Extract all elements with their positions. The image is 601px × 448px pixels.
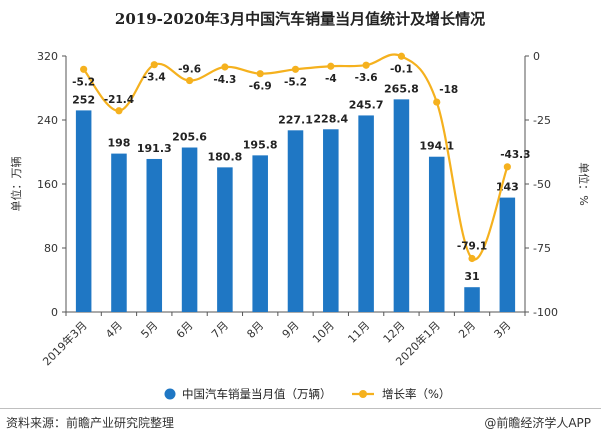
bar xyxy=(217,167,233,312)
bar-value-label: 205.6 xyxy=(172,131,207,144)
legend-bar-swatch xyxy=(164,388,176,400)
brand-mark: @前瞻经济学人APP xyxy=(484,416,591,430)
bar-value-label: 227.1 xyxy=(278,113,313,126)
right-tick-label: 0 xyxy=(533,50,540,63)
bar xyxy=(75,110,92,313)
line-point xyxy=(256,70,264,78)
bar xyxy=(252,155,268,312)
legend-bar-label: 中国汽车销量当月值（万辆） xyxy=(182,387,332,401)
bar xyxy=(181,147,198,312)
bar-value-label: 265.8 xyxy=(384,82,419,95)
bar xyxy=(323,129,339,312)
line-point xyxy=(291,65,300,73)
x-tick-label: 6月 xyxy=(174,319,196,341)
bar-value-label: 143 xyxy=(496,181,519,194)
bar-value-label: 195.8 xyxy=(243,138,278,151)
line-value-label: -6.9 xyxy=(249,81,272,93)
line-point xyxy=(362,61,370,69)
bar xyxy=(428,156,445,312)
bar-value-label: 245.7 xyxy=(349,98,384,111)
bar xyxy=(111,153,127,312)
bar xyxy=(287,130,304,312)
line-value-label: -3.4 xyxy=(143,72,166,84)
x-tick-label: 11月 xyxy=(345,319,372,346)
line-point xyxy=(468,254,476,263)
line-point xyxy=(327,62,335,70)
footer-divider xyxy=(0,408,601,409)
left-tick-label: 240 xyxy=(37,114,58,127)
line-value-label: -0.1 xyxy=(390,63,413,75)
bar-value-label: 198 xyxy=(107,137,130,150)
line-point xyxy=(150,61,158,69)
right-tick-label: -100 xyxy=(533,306,558,319)
x-tick-label: 3月 xyxy=(492,319,514,341)
bar-value-label: 252 xyxy=(72,93,95,106)
right-axis-title: 单位：% xyxy=(577,162,591,205)
line-point xyxy=(221,63,229,71)
line-point xyxy=(397,52,406,60)
left-tick-label: 80 xyxy=(44,242,58,255)
x-tick-label: 10月 xyxy=(310,319,337,346)
source-note: 资料来源：前瞻产业研究院整理 xyxy=(6,416,175,430)
bar xyxy=(393,99,410,312)
left-tick-label: 320 xyxy=(37,50,58,63)
left-axis-title: 单位：万辆 xyxy=(9,157,23,212)
line-value-label: -79.1 xyxy=(457,240,487,252)
line-series: -5.2 -21.4 -3.4 -9.6 -4.3 -6.9 -5.2 -4 -3.6 -0.1 -… xyxy=(72,52,530,263)
line-value-label: -43.3 xyxy=(500,149,530,161)
line-value-label: -4 xyxy=(325,73,337,85)
line-value-label: -5.2 xyxy=(284,76,307,88)
bar-value-label: 191.3 xyxy=(137,142,172,155)
bar-value-label: 31 xyxy=(464,270,479,283)
bar-value-label: 180.8 xyxy=(207,150,242,163)
chart-canvas: 2019-2020年3月中国汽车销量当月值统计及增长情况 0 80 160 240 32… xyxy=(9,10,591,401)
bar-value-label: 194.1 xyxy=(419,140,454,153)
right-tick-label: -50 xyxy=(533,178,551,191)
line-value-label: -21.4 xyxy=(104,94,134,106)
legend-line-label: 增长率（%） xyxy=(382,387,450,401)
line-value-label: -3.6 xyxy=(355,72,378,84)
line-value-label: -5.2 xyxy=(72,76,95,88)
x-tick-label: 2019年3月 xyxy=(40,318,90,368)
bar xyxy=(358,115,374,312)
legend: 中国汽车销量当月值（万辆） 增长率（%） xyxy=(164,387,450,401)
line-point xyxy=(185,76,194,85)
line-point xyxy=(433,98,441,106)
line-value-label: -4.3 xyxy=(213,74,236,86)
line-value-label: -18 xyxy=(439,84,458,96)
x-tick-label: 9月 xyxy=(280,319,302,341)
right-tick-label: -25 xyxy=(533,114,551,127)
x-tick-label: 12月 xyxy=(381,319,408,346)
line-point xyxy=(115,107,123,115)
x-tick-label: 5月 xyxy=(138,319,160,341)
x-tick-label: 2月 xyxy=(456,319,478,341)
left-tick-label: 160 xyxy=(37,178,58,191)
x-tick-label: 8月 xyxy=(244,319,266,341)
bar xyxy=(464,287,480,312)
line-value-label: -9.6 xyxy=(178,64,201,76)
x-tick-label: 7月 xyxy=(209,319,231,341)
chart-title: 2019-2020年3月中国汽车销量当月值统计及增长情况 xyxy=(115,10,485,28)
left-tick-label: 0 xyxy=(51,306,58,319)
bar-value-label: 228.4 xyxy=(313,112,348,125)
line-point xyxy=(503,163,511,171)
bar xyxy=(499,197,516,312)
right-tick-label: -75 xyxy=(533,242,551,255)
legend-line-marker xyxy=(359,390,367,398)
line-point xyxy=(80,65,88,73)
bar xyxy=(146,158,163,312)
x-tick-label: 4月 xyxy=(103,319,125,341)
